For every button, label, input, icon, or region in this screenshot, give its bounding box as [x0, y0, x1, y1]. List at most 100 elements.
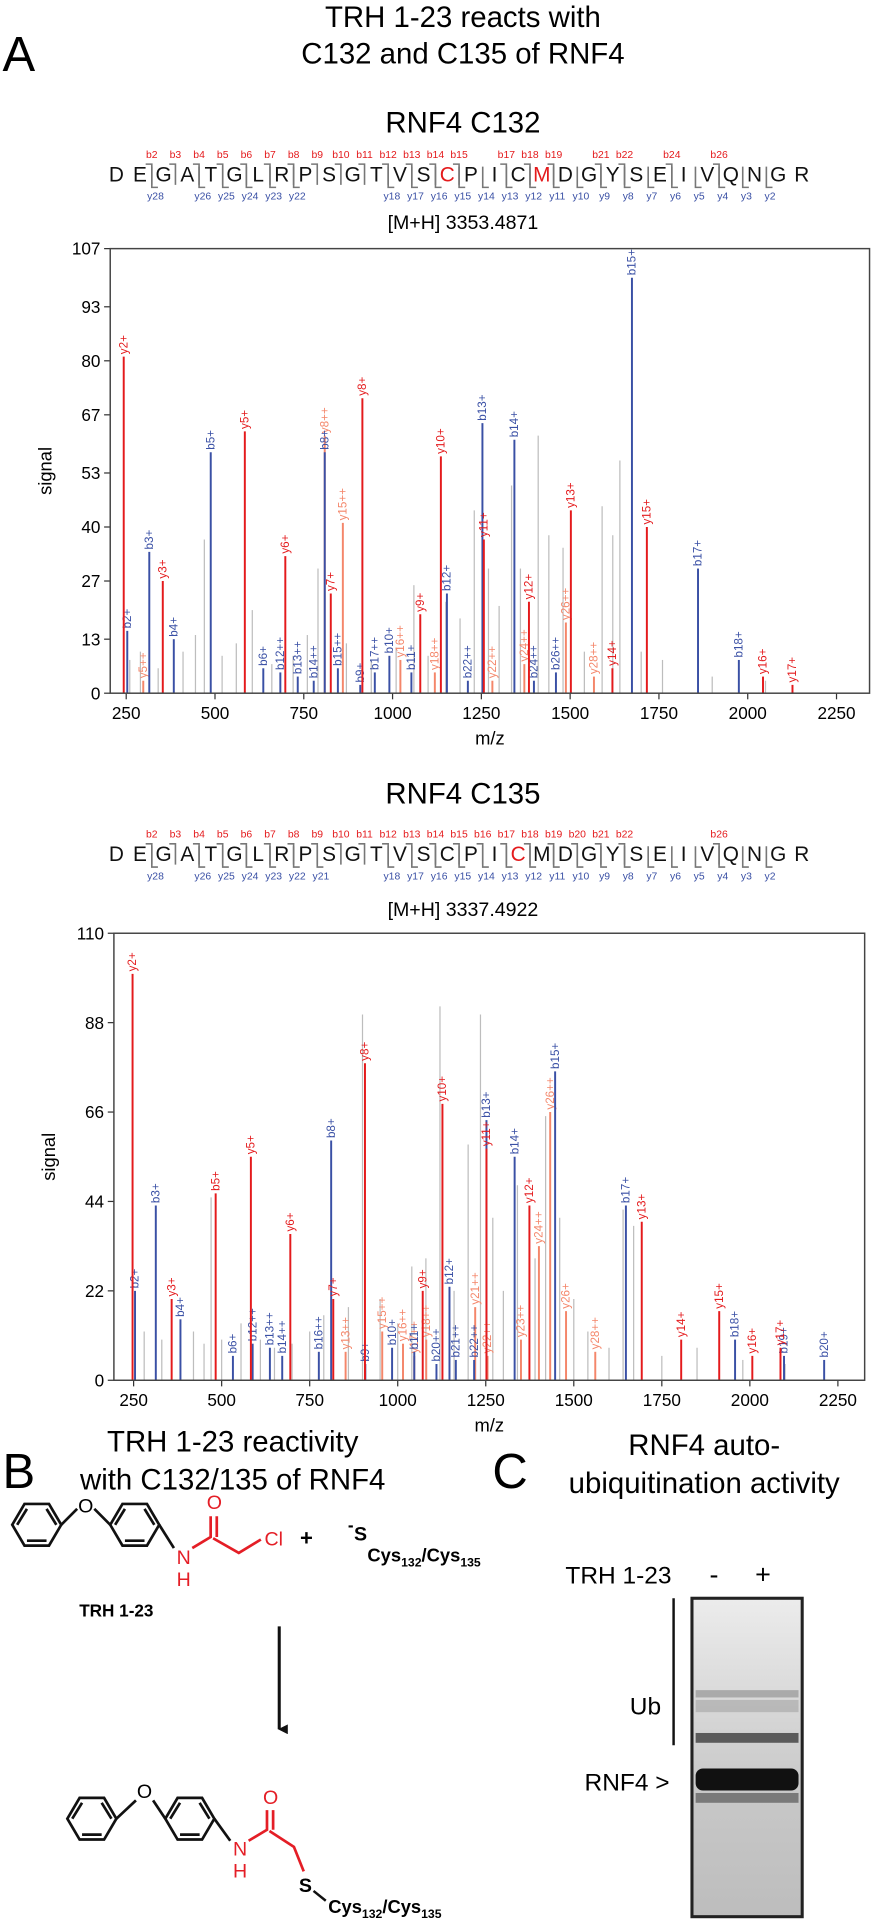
y-ion-label: y15	[454, 871, 471, 882]
residue: Y	[606, 163, 620, 186]
separator: /	[422, 1545, 427, 1566]
residue: P	[298, 163, 312, 186]
y-ion-label: y12	[525, 871, 542, 882]
y-ion-label: y10	[573, 192, 590, 203]
peak-label: b18+	[733, 631, 746, 657]
x-tick-label: 1000	[379, 1390, 417, 1410]
residue: E	[653, 843, 667, 866]
y-tick-label: 80	[81, 351, 100, 371]
peak-label: b24++	[528, 645, 541, 678]
residue: R	[794, 163, 809, 186]
y-ion-label: y28	[147, 192, 164, 203]
y-ion-bracket	[458, 846, 466, 868]
b-ion-label: b8	[288, 150, 300, 161]
b-ion-label: b2	[146, 150, 158, 161]
y-ion-bracket	[647, 846, 655, 868]
b-ion-bracket	[500, 163, 508, 185]
b-ion-label: b6	[241, 830, 253, 841]
peak-label: y2+	[117, 335, 130, 354]
y-tick-label: 40	[81, 517, 100, 537]
b-ion-label: b26	[710, 830, 728, 841]
residue: S	[629, 163, 643, 186]
gel-band	[695, 1792, 799, 1803]
x-axis-label: m/z	[475, 728, 505, 749]
residue: G	[581, 843, 597, 866]
residue: R	[274, 163, 289, 186]
b-ion-label: b17	[498, 150, 516, 161]
y-ion-label: y25	[218, 192, 235, 203]
y-ion-label: y18	[383, 871, 400, 882]
y-tick-label: 13	[81, 629, 100, 649]
peak-label: y11+	[478, 512, 491, 537]
peak-label: y8+	[356, 376, 369, 395]
y-ion-bracket	[765, 166, 773, 189]
peak-label: b12++	[246, 1308, 259, 1341]
y-ion-bracket	[694, 166, 702, 189]
residue: R	[794, 843, 809, 866]
b-ion-label: b5	[217, 150, 229, 161]
y-ion-label: y24	[242, 192, 259, 203]
gel-band	[695, 1690, 799, 1698]
b-ion-label: b14	[427, 150, 445, 161]
y-ion-bracket	[458, 166, 466, 189]
peak-label: b8+	[318, 430, 331, 450]
residue: A	[180, 163, 194, 186]
residue: Q	[723, 163, 739, 186]
peak-label: y14+	[606, 640, 619, 666]
panel-b: B TRH 1-23 reactivity with C132/135 of R…	[2, 1425, 480, 1921]
peak-label: y14+	[675, 1311, 688, 1337]
peak-label: y26++	[560, 588, 573, 621]
x-tick-label: 250	[119, 1390, 148, 1410]
peak-label: y5++	[137, 652, 150, 678]
y-ion-label: y2	[765, 192, 776, 203]
x-tick-label: 1250	[462, 703, 500, 723]
precursor-mass: [M+H] 3353.4871	[388, 212, 539, 234]
panel-title: ubiquitination activity	[569, 1467, 840, 1500]
residue: D	[109, 163, 124, 186]
chart-title: RNF4 C132	[385, 106, 540, 139]
peak-label: b2+	[129, 1268, 142, 1288]
y-ion-bracket	[694, 846, 702, 868]
b-ion-bracket	[500, 843, 508, 865]
y-ion-bracket	[529, 846, 537, 868]
peak-label: b14++	[276, 1320, 289, 1353]
precursor-mass: [M+H] 3337.4922	[388, 899, 539, 921]
peak-label: y11+	[480, 1121, 493, 1146]
y-ion-label: y22	[289, 192, 306, 203]
peak-label: y7+	[327, 1277, 340, 1296]
b-ion-label: b26	[710, 150, 728, 161]
peak-label: y13+	[635, 1194, 648, 1220]
peak-label: y7+	[324, 572, 337, 591]
plot-frame	[113, 932, 866, 1381]
residue: G	[226, 843, 242, 866]
b-ion-bracket	[169, 163, 177, 185]
y-ion-bracket	[505, 166, 513, 189]
peak-label: b13+	[476, 394, 489, 420]
y-tick-label: 67	[81, 405, 100, 425]
peak-label: b17++	[368, 637, 381, 670]
y-ion-bracket	[576, 846, 584, 868]
b-ion-label: b4	[193, 150, 205, 161]
b-ion-label: b15	[450, 150, 468, 161]
peak-label: b15+	[549, 1043, 562, 1069]
peak-label: y17++	[408, 1321, 421, 1354]
residue: S	[322, 843, 336, 866]
peak-label: y15++	[337, 488, 350, 521]
b-ion-label: b6	[241, 150, 253, 161]
y-ion-bracket	[316, 846, 324, 868]
y-tick-label: 88	[85, 1013, 104, 1033]
peak-label: y12+	[523, 1177, 536, 1203]
residue: V	[393, 163, 407, 186]
y-ion-bracket	[481, 166, 489, 189]
y-ion-label: y7	[646, 871, 657, 882]
y-ion-bracket	[434, 846, 442, 868]
b-ion-label: b5	[217, 830, 229, 841]
peak-label: y16++	[397, 1309, 410, 1342]
peak-label: y22++	[481, 1321, 494, 1354]
b-ion-label: b10	[332, 830, 350, 841]
b-ion-label: b9	[311, 150, 323, 161]
y-ion-label: y25	[218, 871, 235, 882]
b-ion-label: b3	[170, 150, 182, 161]
